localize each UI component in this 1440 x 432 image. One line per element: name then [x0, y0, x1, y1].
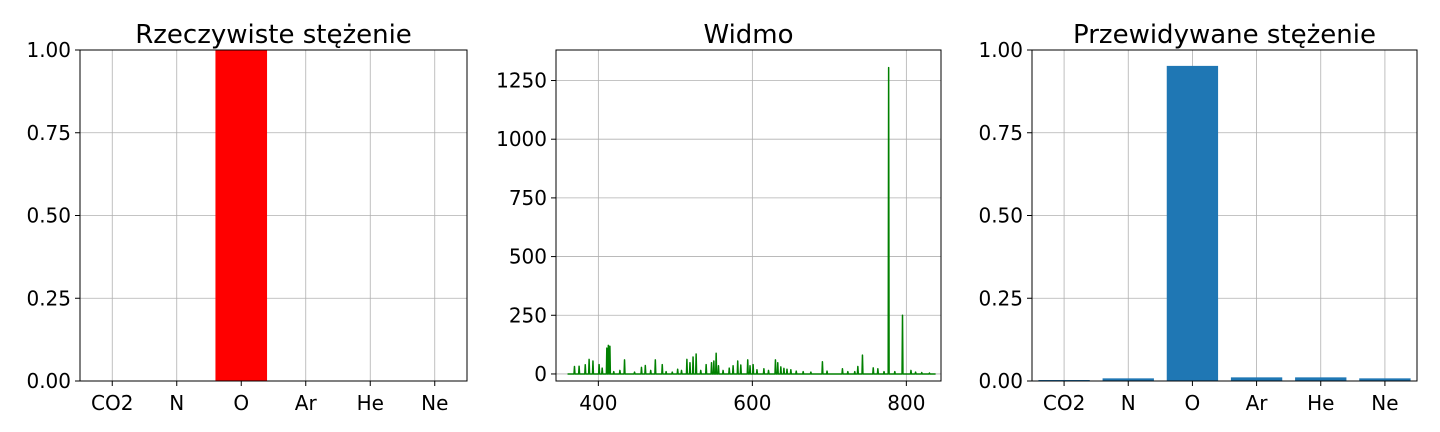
x-tick-label: Ne: [421, 391, 448, 415]
x-tick-label: 600: [733, 391, 771, 415]
x-tick-label: N: [169, 391, 184, 415]
x-tick-label: N: [1121, 391, 1136, 415]
x-tick-label: O: [1185, 391, 1201, 415]
y-tick-label: 1000: [496, 127, 547, 151]
y-tick-label: 0.00: [978, 369, 1023, 393]
y-tick-label: 0.75: [26, 121, 71, 145]
y-tick-label: 1250: [496, 69, 547, 93]
x-tick-label: He: [357, 391, 384, 415]
x-tick-label: 800: [887, 391, 925, 415]
y-tick-label: 750: [509, 186, 547, 210]
x-tick-label: CO2: [1043, 391, 1085, 415]
chart-title: Rzeczywiste stężenie: [135, 20, 412, 50]
y-tick-label: 500: [509, 245, 547, 269]
y-tick-label: 1.00: [978, 38, 1023, 62]
y-tick-label: 0.25: [978, 286, 1023, 310]
chart-title: Widmo: [703, 20, 793, 50]
x-tick-label: Ne: [1371, 391, 1398, 415]
y-tick-label: 1.00: [26, 38, 71, 62]
x-tick-label: Ar: [1246, 391, 1269, 415]
x-tick-label: 400: [579, 391, 617, 415]
bar-n: [1102, 378, 1154, 381]
bar-ne: [1359, 378, 1411, 381]
x-tick-label: CO2: [91, 391, 133, 415]
y-tick-label: 0: [534, 362, 547, 386]
x-tick-label: He: [1307, 391, 1334, 415]
y-tick-label: 0.50: [26, 204, 71, 228]
y-tick-label: 0.50: [978, 204, 1023, 228]
x-tick-label: O: [233, 391, 249, 415]
chart-title: Przewidywane stężenie: [1073, 20, 1376, 50]
bar-o: [1166, 65, 1219, 381]
y-tick-label: 0.25: [26, 286, 71, 310]
spectrum-line: [567, 66, 936, 375]
predicted-concentration-chart: 0.00 0.25 0.50 0.75 1.00 CO2 N O Ar He Ne Przewidyw…: [978, 20, 1418, 415]
spectrum-chart: 0 250 500 750 1000 1250 400 600 800 Widmo: [496, 20, 942, 415]
bar-he: [1295, 377, 1347, 381]
x-tick-label: Ar: [295, 391, 318, 415]
bar-o: [215, 50, 268, 381]
real-concentration-chart: 0.00 0.25 0.50 0.75 1.00 CO2 N O Ar He Ne Rzeczywis…: [26, 20, 468, 415]
y-tick-label: 0.00: [26, 369, 71, 393]
axes-frame: [555, 49, 942, 382]
y-tick-label: 250: [509, 303, 547, 327]
y-tick-label: 0.75: [978, 121, 1023, 145]
bar-ar: [1230, 377, 1283, 381]
